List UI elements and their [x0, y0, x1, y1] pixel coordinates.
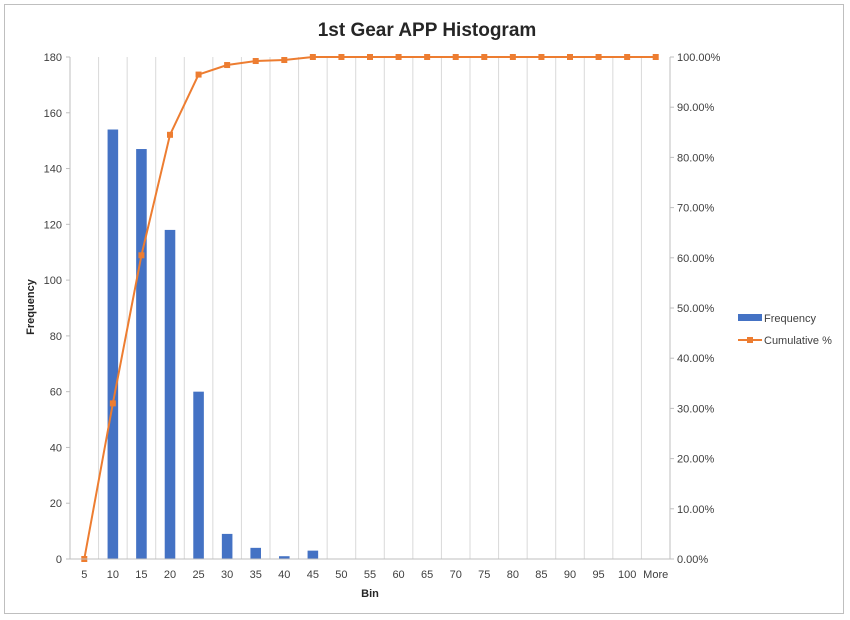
cumulative-marker — [395, 54, 402, 60]
bar — [307, 550, 319, 559]
cumulative-marker — [424, 54, 431, 60]
gridlines — [69, 57, 671, 559]
y2-tick-label: 60.00% — [677, 253, 715, 265]
cumulative-marker — [509, 54, 516, 60]
y2-tick-label: 20.00% — [677, 454, 715, 466]
x-tick-label: 100 — [618, 569, 636, 581]
bar — [279, 556, 290, 559]
cumulative-marker — [309, 54, 316, 60]
y2-tick-label: 50.00% — [677, 303, 715, 315]
x-tick-label: 45 — [307, 569, 319, 581]
y2-tick-label: 40.00% — [677, 353, 715, 365]
x-axis-title: Bin — [361, 588, 379, 600]
cumulative-marker — [652, 54, 659, 60]
y2-tick-label: 70.00% — [677, 203, 715, 215]
x-tick-label: 70 — [450, 569, 462, 581]
bar — [250, 547, 261, 559]
x-tick-label: 10 — [107, 569, 119, 581]
chart-frame: 1st Gear APP Histogram Frequency Bin 0 20… — [4, 4, 844, 614]
cumulative-marker — [195, 71, 202, 78]
x-tick-label: 5 — [81, 569, 87, 581]
bar — [136, 149, 147, 560]
x-tick-label: More — [643, 569, 668, 581]
x-tick-label: 75 — [478, 569, 490, 581]
bar — [107, 129, 119, 559]
y-tick-label: 180 — [44, 52, 62, 64]
cumulative-marker — [167, 131, 173, 138]
x-tick-label: 90 — [564, 569, 576, 581]
y-tick-label: 140 — [44, 164, 62, 176]
y2-tick-label: 90.00% — [677, 102, 715, 114]
y-tick-label: 60 — [50, 387, 62, 399]
x-tick-label: 25 — [192, 569, 204, 581]
cumulative-marker — [595, 54, 602, 60]
legend-label-frequency: Frequency — [764, 313, 816, 325]
x-tick-label: 80 — [507, 569, 519, 581]
cumulative-marker — [281, 57, 288, 64]
y-tick-label: 40 — [50, 442, 62, 454]
y-tick-label: 80 — [50, 331, 62, 343]
y-axis-title: Frequency — [25, 278, 37, 335]
x-tick-label: 35 — [250, 569, 262, 581]
legend-swatch-cumulative-marker — [747, 337, 753, 343]
y-tick-label: 20 — [50, 498, 62, 510]
legend-label-cumulative: Cumulative % — [764, 335, 832, 347]
cumulative-marker — [452, 54, 459, 60]
cumulative-marker — [481, 54, 488, 60]
cumulative-marker — [538, 54, 545, 60]
legend: Frequency Cumulative % — [738, 313, 832, 347]
x-tick-label: 85 — [535, 569, 547, 581]
cumulative-marker — [138, 252, 145, 259]
axes: 0 20 40 60 80 100 120 140 160 180 0.00% 10.00% 20.00… — [44, 52, 721, 581]
x-tick-label: 40 — [278, 569, 290, 581]
cumulative-marker — [338, 54, 345, 60]
cumulative-marker — [252, 58, 259, 65]
y-tick-label: 120 — [44, 219, 62, 231]
x-tick-label: 60 — [392, 569, 404, 581]
chart-title: 1st Gear APP Histogram — [318, 20, 537, 41]
x-tick-label: 30 — [221, 569, 233, 581]
cumulative-marker — [109, 400, 116, 407]
y2-tick-label: 80.00% — [677, 152, 715, 164]
y2-tick-label: 30.00% — [677, 403, 715, 415]
legend-swatch-frequency — [738, 314, 762, 321]
histogram-chart: 1st Gear APP Histogram Frequency Bin 0 20… — [25, 20, 832, 600]
y-tick-label: 160 — [44, 108, 62, 120]
cumulative-marker — [624, 54, 631, 60]
x-tick-label: 15 — [135, 569, 147, 581]
y-tick-label: 100 — [44, 275, 62, 287]
x-tick-label: 95 — [592, 569, 604, 581]
bar — [164, 229, 176, 559]
cumulative-marker — [367, 54, 373, 60]
bar-series — [107, 129, 319, 560]
bar — [193, 391, 204, 559]
x-tick-label: 50 — [335, 569, 347, 581]
y2-tick-label: 100.00% — [677, 52, 721, 64]
x-tick-label: 55 — [364, 569, 376, 581]
y2-tick-label: 0.00% — [677, 554, 708, 566]
x-tick-label: 65 — [421, 569, 433, 581]
y2-tick-label: 10.00% — [677, 504, 715, 516]
cumulative-line-series — [81, 54, 659, 562]
y-tick-label: 0 — [56, 554, 62, 566]
cumulative-marker — [224, 62, 231, 69]
bar — [221, 533, 233, 559]
x-tick-label: 20 — [164, 569, 176, 581]
cumulative-marker — [567, 54, 573, 60]
